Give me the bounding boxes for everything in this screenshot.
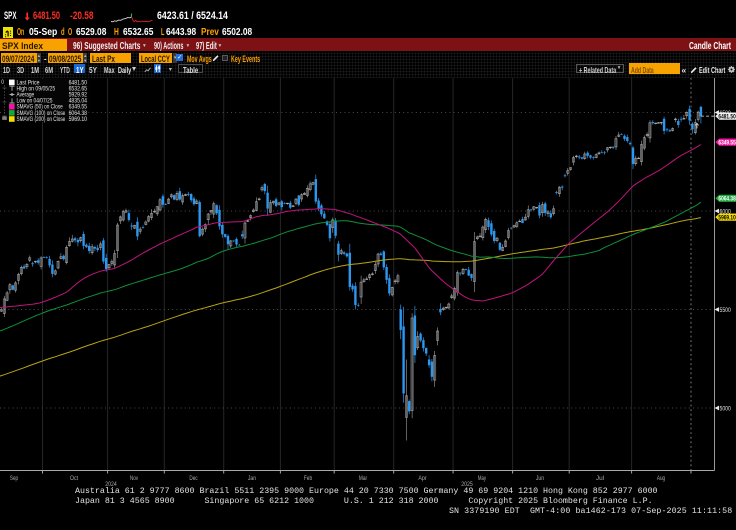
svg-text:Nov: Nov	[130, 475, 139, 482]
svg-text:Last Price: Last Price	[17, 79, 41, 86]
svg-text:6481.50: 6481.50	[718, 114, 736, 121]
svg-text:6532.65: 6532.65	[69, 85, 88, 92]
svg-text:Low on 04/07/25: Low on 04/07/25	[17, 98, 53, 105]
svg-text:4835.04: 4835.04	[69, 98, 88, 105]
svg-text:May: May	[478, 475, 487, 482]
svg-text:Jun: Jun	[536, 475, 545, 482]
svg-text:SMAVG (50) on Close: SMAVG (50) on Close	[17, 104, 64, 111]
svg-text:0: 0	[1, 79, 4, 86]
svg-text:SMAVG (100) on Close: SMAVG (100) on Close	[17, 110, 66, 117]
svg-text:6064.38: 6064.38	[718, 196, 736, 203]
svg-text:Dec: Dec	[189, 475, 197, 482]
svg-text:5969.10: 5969.10	[718, 215, 736, 222]
svg-text:Apr: Apr	[418, 475, 426, 482]
svg-text:6349.55: 6349.55	[69, 104, 88, 111]
svg-text:Mar: Mar	[359, 475, 367, 482]
svg-text:2025: 2025	[461, 481, 473, 488]
svg-text:Oct: Oct	[70, 475, 78, 482]
svg-text:Feb: Feb	[304, 475, 313, 482]
svg-text:6000: 6000	[720, 208, 731, 215]
svg-text:Jan: Jan	[248, 475, 257, 482]
svg-text:6349.55: 6349.55	[718, 140, 736, 147]
svg-text:SMAVG (200) on Close: SMAVG (200) on Close	[17, 116, 66, 123]
svg-text:2024: 2024	[105, 481, 117, 488]
svg-text:5000: 5000	[720, 405, 731, 412]
svg-text:High on 09/05/25: High on 09/05/25	[17, 85, 56, 92]
svg-text:Sep: Sep	[10, 475, 19, 482]
svg-text:Jul: Jul	[596, 475, 604, 482]
svg-text:Aug: Aug	[657, 475, 666, 482]
svg-text:Average: Average	[17, 92, 35, 99]
svg-text:5500: 5500	[720, 307, 731, 314]
svg-text:5929.92: 5929.92	[69, 92, 88, 99]
svg-text:6064.38: 6064.38	[69, 110, 88, 117]
svg-text:6481.50: 6481.50	[69, 79, 88, 86]
svg-text:5969.10: 5969.10	[69, 116, 88, 123]
